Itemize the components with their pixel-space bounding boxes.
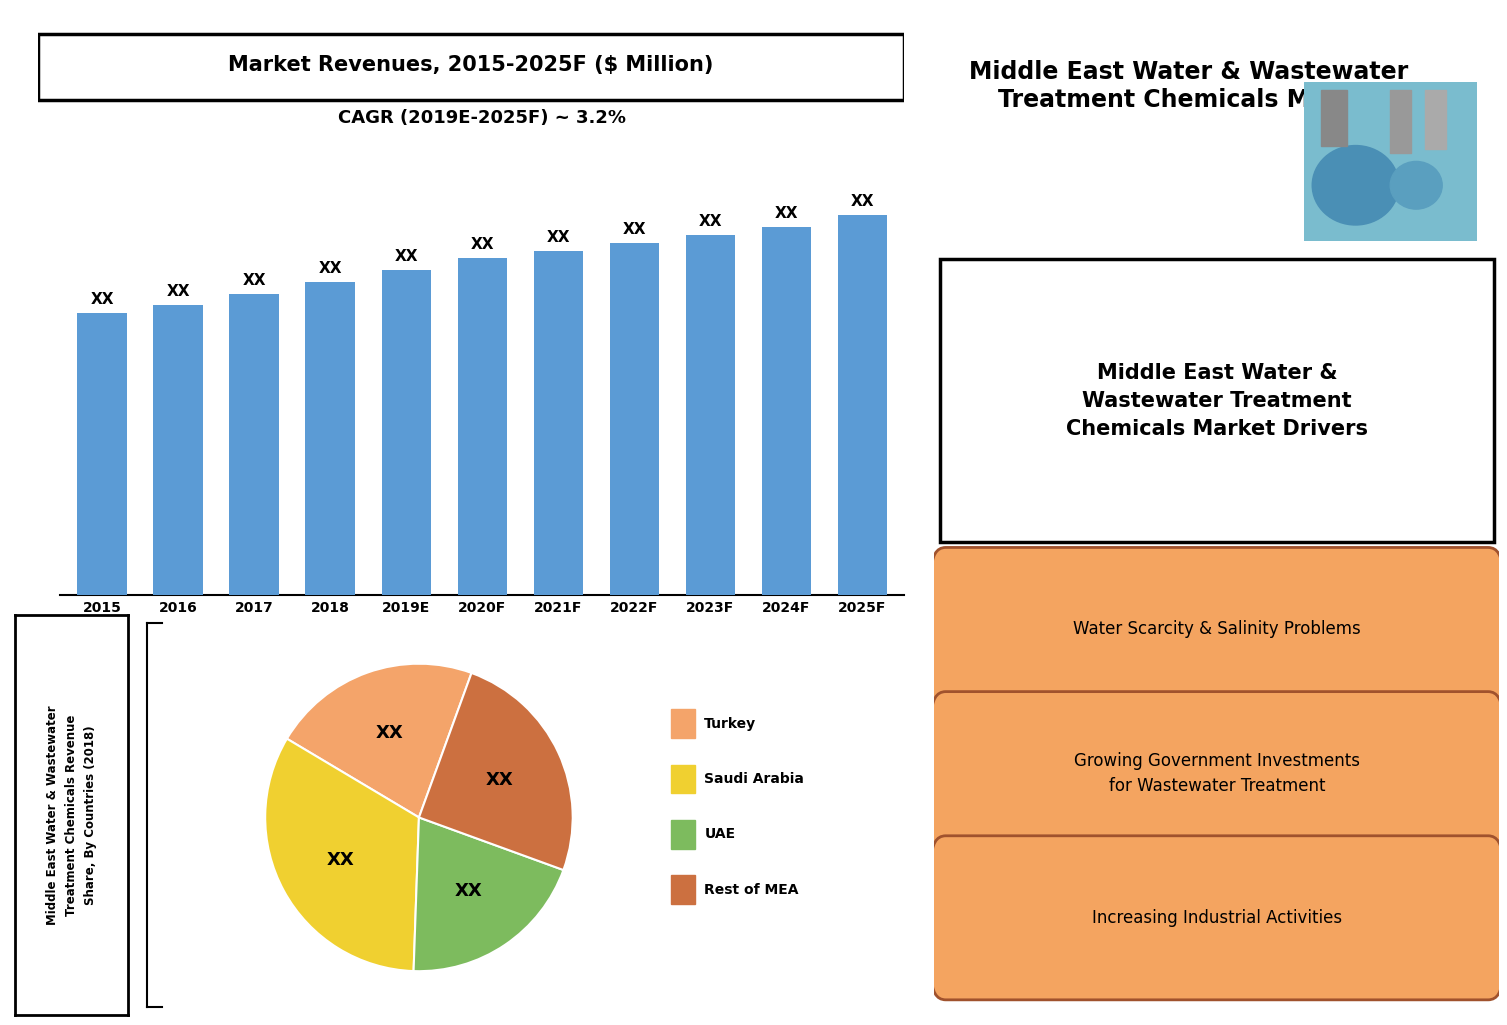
Text: Middle East Water & Wastewater
Treatment Chemicals Market: Middle East Water & Wastewater Treatment…: [969, 60, 1408, 112]
Text: XX: XX: [395, 249, 417, 264]
Text: XX: XX: [775, 206, 799, 221]
Text: XX: XX: [699, 214, 722, 229]
Text: Market Revenues, 2015-2025F ($ Million): Market Revenues, 2015-2025F ($ Million): [228, 55, 714, 75]
Bar: [1320, 90, 1347, 146]
Text: Growing Government Investments
for Wastewater Treatment: Growing Government Investments for Waste…: [1074, 752, 1359, 795]
Bar: [458, 258, 506, 594]
FancyBboxPatch shape: [940, 259, 1493, 542]
Wedge shape: [265, 739, 419, 971]
FancyBboxPatch shape: [931, 547, 1502, 711]
Bar: [1389, 90, 1411, 154]
Text: Turkey: Turkey: [704, 716, 757, 731]
Text: UAE: UAE: [704, 827, 735, 842]
Circle shape: [1313, 146, 1398, 226]
Bar: [838, 215, 888, 594]
Text: CAGR (2019E-2025F) ~ 3.2%: CAGR (2019E-2025F) ~ 3.2%: [338, 109, 627, 127]
Text: Water Scarcity & Salinity Problems: Water Scarcity & Salinity Problems: [1073, 620, 1361, 639]
Text: XX: XX: [90, 292, 115, 308]
Wedge shape: [419, 673, 573, 870]
Wedge shape: [286, 664, 472, 818]
Bar: [533, 250, 583, 594]
Text: XX: XX: [327, 851, 354, 869]
Text: Middle East Water & Wastewater
Treatment Chemicals Revenue
Share, By Countries (: Middle East Water & Wastewater Treatment…: [47, 705, 96, 925]
Wedge shape: [413, 818, 564, 971]
Text: XX: XX: [850, 195, 874, 209]
Text: XX: XX: [547, 230, 570, 245]
Text: Saudi Arabia: Saudi Arabia: [704, 772, 805, 786]
Text: XX: XX: [243, 273, 265, 288]
Text: Rest of MEA: Rest of MEA: [704, 883, 799, 897]
Bar: [671, 709, 695, 738]
FancyBboxPatch shape: [38, 34, 904, 99]
Bar: [610, 243, 659, 594]
Text: XX: XX: [622, 221, 647, 237]
Text: XX: XX: [318, 261, 342, 276]
FancyBboxPatch shape: [931, 835, 1502, 999]
Bar: [154, 305, 203, 594]
Text: XX: XX: [470, 238, 494, 252]
Bar: [306, 282, 354, 594]
Circle shape: [1389, 161, 1442, 209]
Bar: [761, 228, 811, 594]
Text: Increasing Industrial Activities: Increasing Industrial Activities: [1093, 909, 1341, 927]
Bar: [671, 765, 695, 793]
Text: Middle East Water &
Wastewater Treatment
Chemicals Market Drivers: Middle East Water & Wastewater Treatment…: [1065, 363, 1368, 439]
Text: XX: XX: [166, 284, 190, 299]
Bar: [77, 313, 127, 594]
Bar: [671, 875, 695, 904]
Bar: [229, 293, 279, 594]
Text: XX: XX: [455, 883, 482, 900]
FancyBboxPatch shape: [931, 692, 1502, 856]
Text: XX: XX: [485, 771, 514, 789]
Bar: [671, 820, 695, 849]
Text: XX: XX: [375, 725, 402, 742]
Bar: [686, 235, 735, 594]
Bar: [1426, 90, 1445, 149]
Bar: [381, 270, 431, 594]
